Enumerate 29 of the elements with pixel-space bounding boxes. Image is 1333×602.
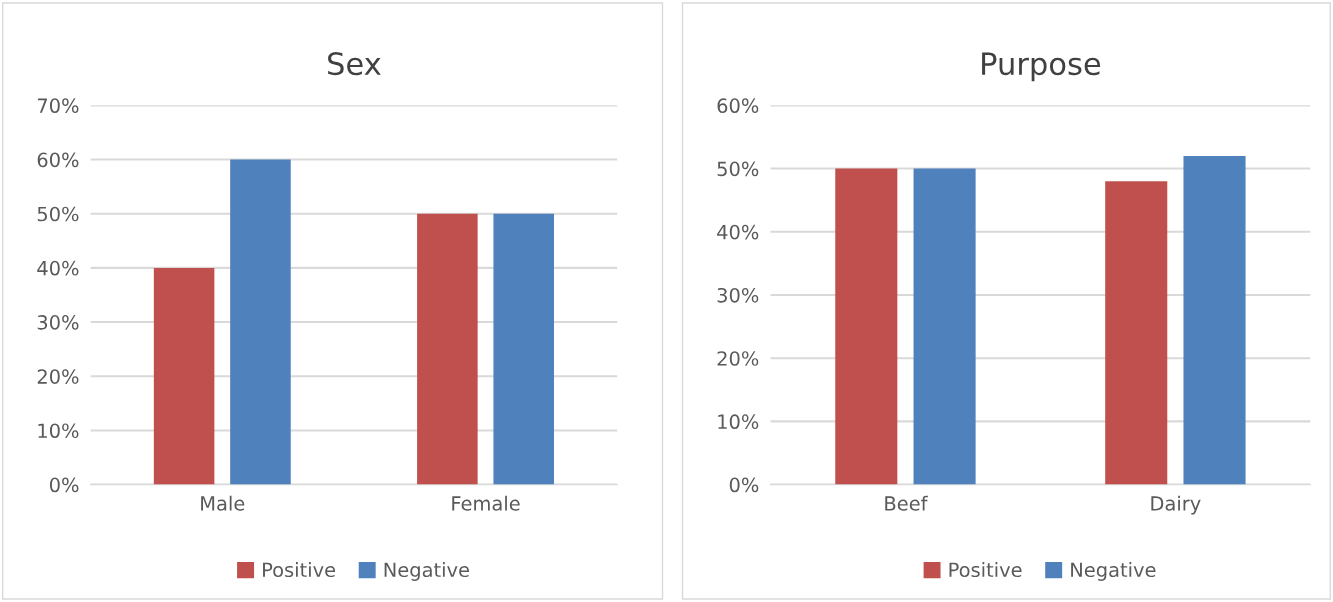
y-tick-label: 30%: [37, 315, 79, 330]
y-tick-label: 40%: [37, 260, 79, 276]
chart-title: Sex: [328, 52, 381, 76]
y-tick-label: 60%: [37, 152, 79, 168]
bar: [153, 267, 215, 485]
x-tick-label: Dairy: [1151, 495, 1201, 515]
y-tick-label: 40%: [717, 224, 759, 240]
y-tick-label: 50%: [37, 206, 79, 222]
chart-title: Purpose: [982, 52, 1101, 82]
y-tick-label: 10%: [718, 414, 759, 430]
legend-label: Positive: [263, 562, 336, 578]
legend-label: Negative: [384, 562, 469, 581]
legend-label: Negative: [1071, 562, 1156, 581]
y-tick-label: 30%: [717, 287, 759, 303]
y-tick-label: 50%: [717, 161, 759, 177]
bar: [417, 213, 478, 485]
legend-label: Positive: [949, 562, 1022, 578]
y-tick-label: 10%: [38, 423, 79, 439]
x-tick-label: Female: [452, 495, 520, 511]
y-tick-label: 60%: [717, 98, 759, 114]
y-tick-label: 20%: [37, 369, 79, 384]
x-tick-label: Male: [201, 495, 245, 511]
y-tick-label: 0%: [729, 477, 759, 493]
x-tick-label: Beef: [885, 495, 928, 511]
y-tick-label: 70%: [37, 98, 79, 114]
y-tick-label: 20%: [717, 351, 759, 366]
bar: [493, 213, 554, 485]
y-tick-label: 0%: [49, 477, 79, 493]
bar: [230, 159, 291, 485]
